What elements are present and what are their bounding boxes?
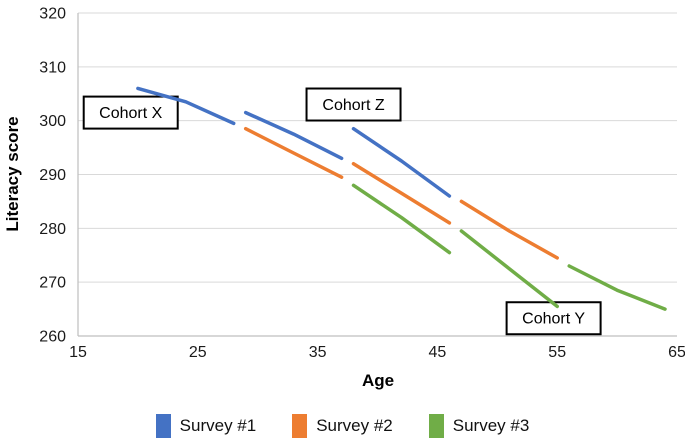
legend-swatch — [292, 414, 308, 438]
y-tick-label: 280 — [39, 221, 66, 238]
y-tick-label: 320 — [39, 6, 66, 23]
legend-swatch — [155, 414, 171, 438]
series-line-segment — [351, 183, 452, 255]
series-line-segment — [459, 229, 559, 309]
x-tick-label: 45 — [429, 344, 447, 361]
annotation-label: Cohort X — [99, 105, 162, 122]
series-line-segment — [459, 199, 559, 260]
legend-item: Survey #1 — [155, 414, 257, 438]
y-tick-label: 300 — [39, 113, 66, 130]
annotation-label: Cohort Y — [522, 311, 585, 328]
legend-label: Survey #1 — [179, 416, 257, 435]
series-line-segment — [351, 126, 452, 198]
series-line-segment — [243, 110, 344, 161]
series-line-segment — [243, 126, 344, 179]
legend-swatch — [428, 414, 444, 438]
annotation-box — [82, 95, 179, 130]
legend-label: Survey #2 — [316, 416, 393, 435]
x-tick-label: 55 — [548, 344, 566, 361]
x-tick-label: 15 — [69, 344, 87, 361]
annotation-box — [505, 301, 602, 336]
annotation-label: Cohort Z — [322, 97, 384, 114]
legend-item: Survey #2 — [292, 414, 393, 438]
series-line-segment — [351, 161, 452, 225]
x-tick-label: 25 — [189, 344, 207, 361]
legend-item: Survey #3 — [428, 414, 530, 438]
legend: Survey #1 Survey #2 Survey #3 — [0, 414, 685, 438]
y-axis-title: Literacy score — [3, 116, 22, 232]
x-tick-label: 35 — [309, 344, 327, 361]
annotation-box — [305, 87, 402, 122]
x-axis-title: Age — [361, 371, 395, 390]
y-tick-label: 270 — [39, 275, 66, 292]
y-tick-label: 310 — [39, 59, 66, 76]
y-tick-label: 260 — [39, 329, 66, 346]
series-line-segment — [136, 86, 236, 126]
y-tick-label: 290 — [39, 167, 66, 184]
legend-label: Survey #3 — [452, 416, 530, 435]
series-line-segment — [567, 264, 667, 311]
x-tick-label: 65 — [668, 344, 685, 361]
